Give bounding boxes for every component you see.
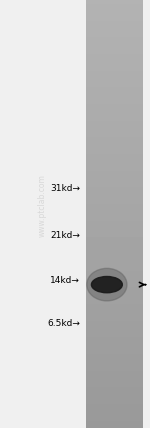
Text: 21kd→: 21kd→ (50, 231, 80, 240)
Ellipse shape (87, 268, 127, 301)
Ellipse shape (91, 276, 122, 293)
Text: 14kd→: 14kd→ (50, 276, 80, 285)
Text: 31kd→: 31kd→ (50, 184, 80, 193)
Text: www.ptclab.com: www.ptclab.com (38, 174, 46, 237)
Text: 6.5kd→: 6.5kd→ (47, 318, 80, 328)
